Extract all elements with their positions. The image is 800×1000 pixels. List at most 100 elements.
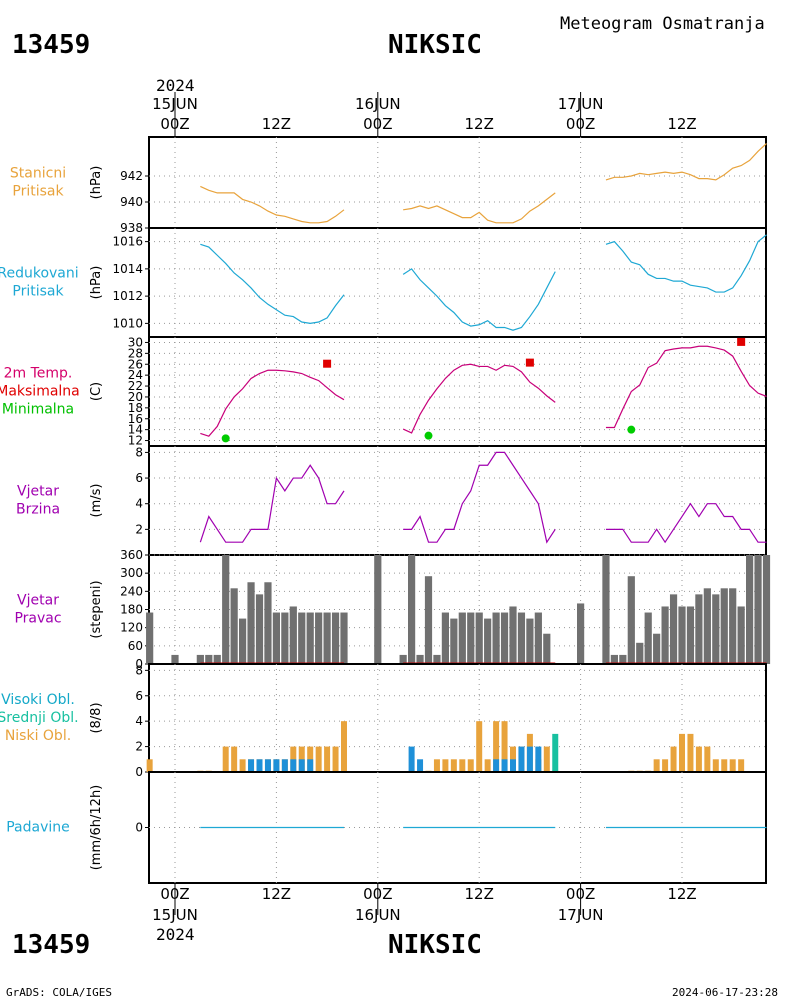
y-tick-label: 14 [128, 423, 143, 437]
direction-bar [661, 606, 669, 664]
y-tick-label: 30 [128, 335, 143, 349]
cloud-bar [493, 721, 500, 772]
y-tick-label: 1016 [112, 235, 143, 249]
cloud-bar [264, 759, 271, 772]
min-temp-marker [627, 425, 636, 434]
cloud-bar [324, 746, 331, 772]
cloud-bar [687, 733, 694, 772]
direction-bar [636, 642, 644, 664]
time-tick-bottom: 12Z [465, 885, 494, 903]
y-tick-label: 4 [135, 497, 143, 511]
y-tick-label: 8 [135, 445, 143, 459]
cloud-bar [501, 721, 508, 772]
direction-bar [577, 603, 585, 664]
direction-bar [424, 576, 433, 664]
y-tick-label: 942 [120, 169, 143, 183]
direction-bar [171, 654, 179, 664]
panel-frame [148, 336, 767, 447]
series-line [199, 464, 345, 543]
y-tick-label: 360 [120, 548, 143, 562]
direction-bar [255, 594, 264, 664]
cloud-bar [729, 759, 736, 772]
direction-bar [230, 588, 238, 664]
cloud-bar [535, 746, 542, 772]
y-tick-label: 0 [135, 821, 143, 835]
y-tick-label: 6 [135, 689, 143, 703]
panel-wind_speed: 2 4 6 8 (m/s) Vjetar Brzina [16, 445, 767, 556]
direction-bar [610, 654, 618, 664]
cloud-bar [273, 759, 280, 772]
direction-bar [298, 612, 306, 664]
station-name-top: NIKSIC [388, 30, 482, 60]
direction-bar [331, 612, 340, 664]
direction-bar [264, 582, 272, 664]
direction-bar [239, 618, 247, 664]
cloud-bar [146, 759, 153, 772]
y-tick-label: 0 [135, 765, 143, 779]
y-tick-label: 18 [128, 401, 143, 415]
time-tick-top: 12Z [667, 115, 696, 133]
y-tick-label: 1014 [112, 262, 143, 276]
cloud-bar [476, 721, 483, 772]
series-line [605, 502, 767, 544]
panel-label: Redukovani [0, 266, 79, 282]
y-tick-label: 8 [135, 663, 143, 677]
cloud-bar [670, 746, 677, 772]
panel-label: Stanicni [10, 166, 66, 182]
cloud-bar [332, 746, 339, 772]
time-tick-bottom: 12Z [262, 885, 291, 903]
panel-label: Vjetar [17, 484, 59, 500]
cloud-bar [662, 759, 669, 772]
direction-bar [289, 606, 297, 664]
cloud-bar [231, 746, 238, 772]
direction-bar [543, 633, 551, 664]
panel-reduced_pressure: 1010 1012 1014 1016 (hPa) Redukovani Pritisak [0, 227, 767, 338]
cloud-bar [510, 759, 516, 772]
direction-bar [399, 654, 407, 664]
panel-cloud_cover: 0 2 4 6 8 (8/8) Visoki Obl. Srednji Obl. Niski O… [0, 663, 767, 779]
max-temp-marker [525, 358, 534, 367]
cloud-bar [695, 746, 702, 772]
cloud-bar [248, 759, 255, 772]
y-tick-label: 60 [128, 639, 143, 653]
series-line [200, 185, 345, 224]
cloud-bar [484, 759, 491, 772]
direction-bar [315, 612, 323, 664]
panel-wind_direction: 0 60 120 180 240 300 360 (stepeni) Vjetar Pravac [14, 548, 771, 671]
y-tick-label: 26 [128, 357, 143, 371]
cloud-bar [298, 759, 305, 772]
direction-bar [146, 612, 154, 664]
direction-bar [484, 618, 492, 664]
panel-label: Pravac [14, 611, 61, 627]
series-line [403, 192, 556, 224]
y-tick-label: 24 [128, 368, 143, 382]
direction-bar [686, 606, 695, 664]
y-tick-label: 1012 [112, 289, 143, 303]
cloud-bar [543, 746, 550, 772]
panel-label: Pritisak [12, 184, 64, 200]
series-line [200, 369, 345, 437]
station-id-bottom: 13459 [12, 930, 91, 960]
panel-label: Brzina [16, 502, 60, 518]
series-line [402, 268, 556, 331]
max-temp-marker [737, 337, 746, 346]
panel-label: Maksimalna [0, 384, 80, 400]
product-title: Meteogram Osmatranja [560, 14, 765, 34]
time-tick-top: 12Z [262, 115, 291, 133]
direction-bar [762, 555, 771, 664]
cloud-bar [433, 759, 440, 772]
y-tick-label: 2 [135, 740, 143, 754]
y-tick-label: 180 [120, 603, 143, 617]
panel-label: Visoki Obl. [1, 692, 75, 708]
cloud-bar [256, 759, 263, 772]
direction-bar [416, 654, 424, 664]
y-tick-label: 2 [135, 522, 143, 536]
y-tick-label: 22 [128, 379, 143, 393]
direction-bar [492, 612, 500, 664]
direction-bar [669, 594, 678, 664]
cloud-bar [721, 759, 728, 772]
y-axis-label: (C) [89, 382, 104, 401]
y-tick-label: 938 [120, 221, 143, 235]
series-line [605, 345, 767, 429]
